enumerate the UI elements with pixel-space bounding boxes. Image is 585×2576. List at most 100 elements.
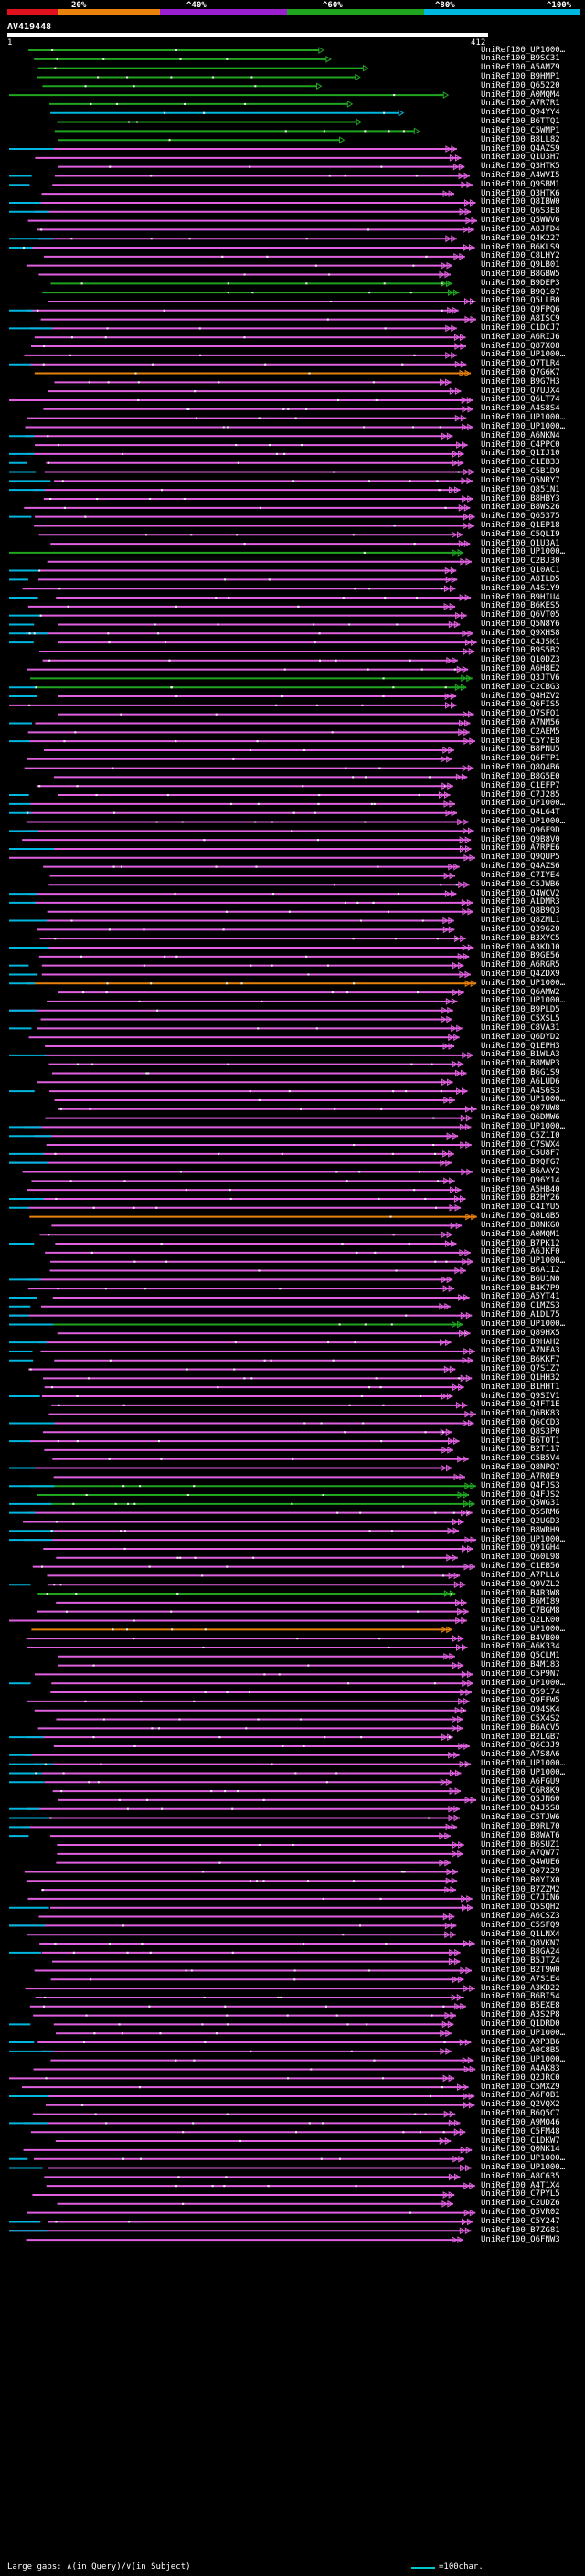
hit-label[interactable]: UniRef100_B8WAT6 — [481, 1830, 560, 1840]
hit-label[interactable]: UniRef100_A1DMR3 — [481, 897, 560, 907]
hit-label[interactable]: UniRef100_Q7G6K7 — [481, 368, 560, 378]
hit-label[interactable]: UniRef100_B6TTQ1 — [481, 117, 560, 127]
hit-label[interactable]: UniRef100_C4J5K1 — [481, 637, 560, 647]
hit-label[interactable]: UniRef100_A6K334 — [481, 1642, 560, 1652]
hit-label[interactable]: UniRef100_Q9QUP5 — [481, 853, 560, 863]
hit-label[interactable]: UniRef100_UP1000… — [481, 1678, 566, 1688]
hit-label[interactable]: UniRef100_B6KLS9 — [481, 242, 560, 252]
hit-label[interactable]: UniRef100_B4VB00 — [481, 1633, 560, 1643]
hit-label[interactable]: UniRef100_A6LUD6 — [481, 1076, 560, 1087]
hit-label[interactable]: UniRef100_A4S1Y9 — [481, 583, 560, 593]
hit-label[interactable]: UniRef100_C1EB33 — [481, 458, 560, 468]
hit-label[interactable]: UniRef100_A7PLL6 — [481, 1570, 560, 1580]
hit-label[interactable]: UniRef100_B9Q107 — [481, 287, 560, 297]
hit-label[interactable]: UniRef100_Q4WCV2 — [481, 888, 560, 898]
hit-label[interactable]: UniRef100_UP1000… — [481, 2055, 566, 2065]
hit-label[interactable]: UniRef100_Q9LB01 — [481, 260, 560, 270]
hit-label[interactable]: UniRef100_C8LHY2 — [481, 251, 560, 261]
hit-label[interactable]: UniRef100_Q9XHS8 — [481, 628, 560, 638]
hit-label[interactable]: UniRef100_B6MI89 — [481, 1597, 560, 1607]
hit-label[interactable]: UniRef100_B9HAH2 — [481, 1337, 560, 1347]
hit-label[interactable]: UniRef100_Q6BK83 — [481, 1409, 560, 1419]
hit-label[interactable]: UniRef100_C1EB56 — [481, 1562, 560, 1572]
hit-label[interactable]: UniRef100_C2BJ30 — [481, 557, 560, 567]
hit-label[interactable]: UniRef100_B7PK12 — [481, 1238, 560, 1248]
hit-label[interactable]: UniRef100_A7S1E4 — [481, 1974, 560, 1984]
hit-label[interactable]: UniRef100_Q5WWV6 — [481, 216, 560, 226]
hit-label[interactable]: UniRef100_C1EFP7 — [481, 780, 560, 790]
hit-label[interactable]: UniRef100_A6F0B1 — [481, 2091, 560, 2101]
hit-label[interactable]: UniRef100_B8GA24 — [481, 1947, 560, 1957]
hit-label[interactable]: UniRef100_Q39620 — [481, 924, 560, 934]
hit-label[interactable]: UniRef100_B2T9W0 — [481, 1965, 560, 1975]
hit-label[interactable]: UniRef100_Q1LNX4 — [481, 1929, 560, 1939]
hit-label[interactable]: UniRef100_Q2JRC0 — [481, 2072, 560, 2083]
hit-label[interactable]: UniRef100_Q3JTV6 — [481, 673, 560, 683]
hit-label[interactable]: UniRef100_C5JWB6 — [481, 879, 560, 889]
hit-label[interactable]: UniRef100_UP1000… — [481, 1534, 566, 1544]
hit-label[interactable]: UniRef100_C4PPC0 — [481, 440, 560, 450]
hit-label[interactable]: UniRef100_A5YT41 — [481, 1292, 560, 1302]
hit-label[interactable]: UniRef100_B6AAY2 — [481, 1167, 560, 1176]
hit-label[interactable]: UniRef100_C5Y247 — [481, 2216, 560, 2226]
hit-label[interactable]: UniRef100_A4AK83 — [481, 2064, 560, 2073]
hit-label[interactable]: UniRef100_B8HBY3 — [481, 493, 560, 504]
hit-label[interactable]: UniRef100_Q8LGB5 — [481, 1212, 560, 1222]
hit-label[interactable]: UniRef100_B2LGB7 — [481, 1732, 560, 1742]
hit-label[interactable]: UniRef100_A4WVI5 — [481, 170, 560, 180]
hit-label[interactable]: UniRef100_UP1000… — [481, 2154, 566, 2164]
hit-label[interactable]: UniRef100_C5U8F7 — [481, 1149, 560, 1159]
hit-label[interactable]: UniRef100_UP1000… — [481, 978, 566, 988]
hit-label[interactable]: UniRef100_C7PYL5 — [481, 2189, 560, 2200]
hit-label[interactable]: UniRef100_Q1EPH3 — [481, 1041, 560, 1051]
hit-label[interactable]: UniRef100_UP1000… — [481, 1095, 566, 1105]
hit-label[interactable]: UniRef100_B6Q5C7 — [481, 2109, 560, 2119]
hit-label[interactable]: UniRef100_B9QFG7 — [481, 1158, 560, 1168]
hit-label[interactable]: UniRef100_B8GBW5 — [481, 270, 560, 279]
hit-label[interactable]: UniRef100_Q9VZL2 — [481, 1579, 560, 1589]
hit-label[interactable]: UniRef100_B7ZZM2 — [481, 1884, 560, 1894]
hit-label[interactable]: UniRef100_C5B1D9 — [481, 467, 560, 477]
hit-label[interactable]: UniRef100_B9SC31 — [481, 54, 560, 64]
hit-label[interactable]: UniRef100_B5EXE8 — [481, 2001, 560, 2011]
hit-label[interactable]: UniRef100_A0C8B5 — [481, 2046, 560, 2056]
hit-label[interactable]: UniRef100_UP1000… — [481, 1624, 566, 1634]
hit-label[interactable]: UniRef100_C4IYU5 — [481, 1203, 560, 1213]
hit-label[interactable]: UniRef100_UP1000… — [481, 350, 566, 360]
hit-label[interactable]: UniRef100_Q4ZDX9 — [481, 969, 560, 979]
hit-label[interactable]: UniRef100_UP1000… — [481, 2163, 566, 2173]
hit-label[interactable]: UniRef100_C5TJW6 — [481, 1813, 560, 1823]
hit-label[interactable]: UniRef100_Q59174 — [481, 1687, 560, 1697]
hit-label[interactable]: UniRef100_C6R8K9 — [481, 1786, 560, 1796]
hit-label[interactable]: UniRef100_A1DL75 — [481, 1310, 560, 1320]
hit-label[interactable]: UniRef100_B4R3W8 — [481, 1588, 560, 1598]
hit-label[interactable]: UniRef100_Q3HTK6 — [481, 188, 560, 198]
hit-label[interactable]: UniRef100_Q91GH4 — [481, 1543, 560, 1553]
hit-label[interactable]: UniRef100_B9PLD5 — [481, 1005, 560, 1015]
hit-label[interactable]: UniRef100_Q4K227 — [481, 233, 560, 243]
hit-label[interactable]: UniRef100_Q94YY4 — [481, 108, 560, 118]
hit-label[interactable]: UniRef100_Q5LLB0 — [481, 296, 560, 306]
hit-label[interactable]: UniRef100_B8PNU5 — [481, 745, 560, 755]
hit-label[interactable]: UniRef100_C5QLI9 — [481, 529, 560, 539]
hit-label[interactable]: UniRef100_A9P3B6 — [481, 2037, 560, 2047]
hit-label[interactable]: UniRef100_Q2LK00 — [481, 1616, 560, 1625]
hit-label[interactable]: UniRef100_Q4AZS9 — [481, 143, 560, 154]
hit-label[interactable]: UniRef100_Q10AC1 — [481, 566, 560, 576]
hit-label[interactable]: UniRef100_C1DKW7 — [481, 2136, 560, 2146]
hit-label[interactable]: UniRef100_C5SFQ9 — [481, 1920, 560, 1930]
hit-label[interactable]: UniRef100_B6A1I2 — [481, 1266, 560, 1276]
hit-label[interactable]: UniRef100_Q5SRM6 — [481, 1508, 560, 1518]
hit-label[interactable]: UniRef100_A4S8S4 — [481, 404, 560, 414]
hit-label[interactable]: UniRef100_B3XYC5 — [481, 933, 560, 943]
hit-label[interactable]: UniRef100_A6H8E2 — [481, 664, 560, 674]
hit-label[interactable]: UniRef100_A6RGR5 — [481, 960, 560, 970]
hit-label[interactable]: UniRef100_Q9B8V0 — [481, 834, 560, 844]
hit-label[interactable]: UniRef100_C5MXZ9 — [481, 2082, 560, 2092]
hit-label[interactable]: UniRef100_Q6C3J9 — [481, 1741, 560, 1751]
hit-label[interactable]: UniRef100_Q2VQX2 — [481, 2100, 560, 2110]
hit-label[interactable]: UniRef100_A3KDJ0 — [481, 942, 560, 952]
hit-label[interactable]: UniRef100_Q6FTP1 — [481, 754, 560, 764]
hit-label[interactable]: UniRef100_A9MQ46 — [481, 2117, 560, 2127]
hit-label[interactable]: UniRef100_Q8NPQ7 — [481, 1463, 560, 1473]
